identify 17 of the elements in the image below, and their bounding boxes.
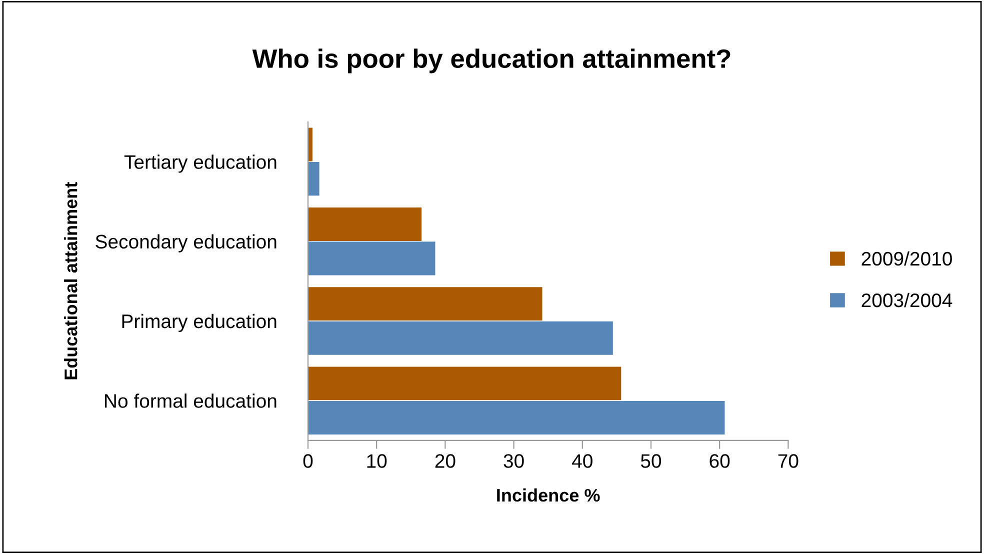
x-tick-label: 70 (778, 454, 798, 468)
y-tick-label: Secondary education (96, 234, 276, 252)
y-tick-label: Tertiary education (124, 154, 276, 173)
x-tick-label: 50 (640, 454, 662, 468)
y-axis-title: Educational attainment (64, 182, 78, 380)
x-tick-label: 60 (710, 454, 730, 468)
x-axis-title: Incidence % (497, 488, 600, 502)
legend-label: 2009/2010 (862, 251, 952, 266)
x-tick-label: 0 (303, 454, 313, 468)
x-tick-label: 30 (504, 454, 524, 468)
y-tick-label: No formal education (105, 394, 276, 408)
x-tick-label: 20 (435, 454, 456, 468)
x-tick-label: 10 (367, 454, 387, 468)
legend-label: 2003/2004 (862, 292, 952, 308)
y-tick-label: Primary education (122, 314, 276, 332)
x-tick-label: 40 (572, 454, 592, 468)
chart-title: Who is poor by education attainment? (252, 48, 730, 74)
